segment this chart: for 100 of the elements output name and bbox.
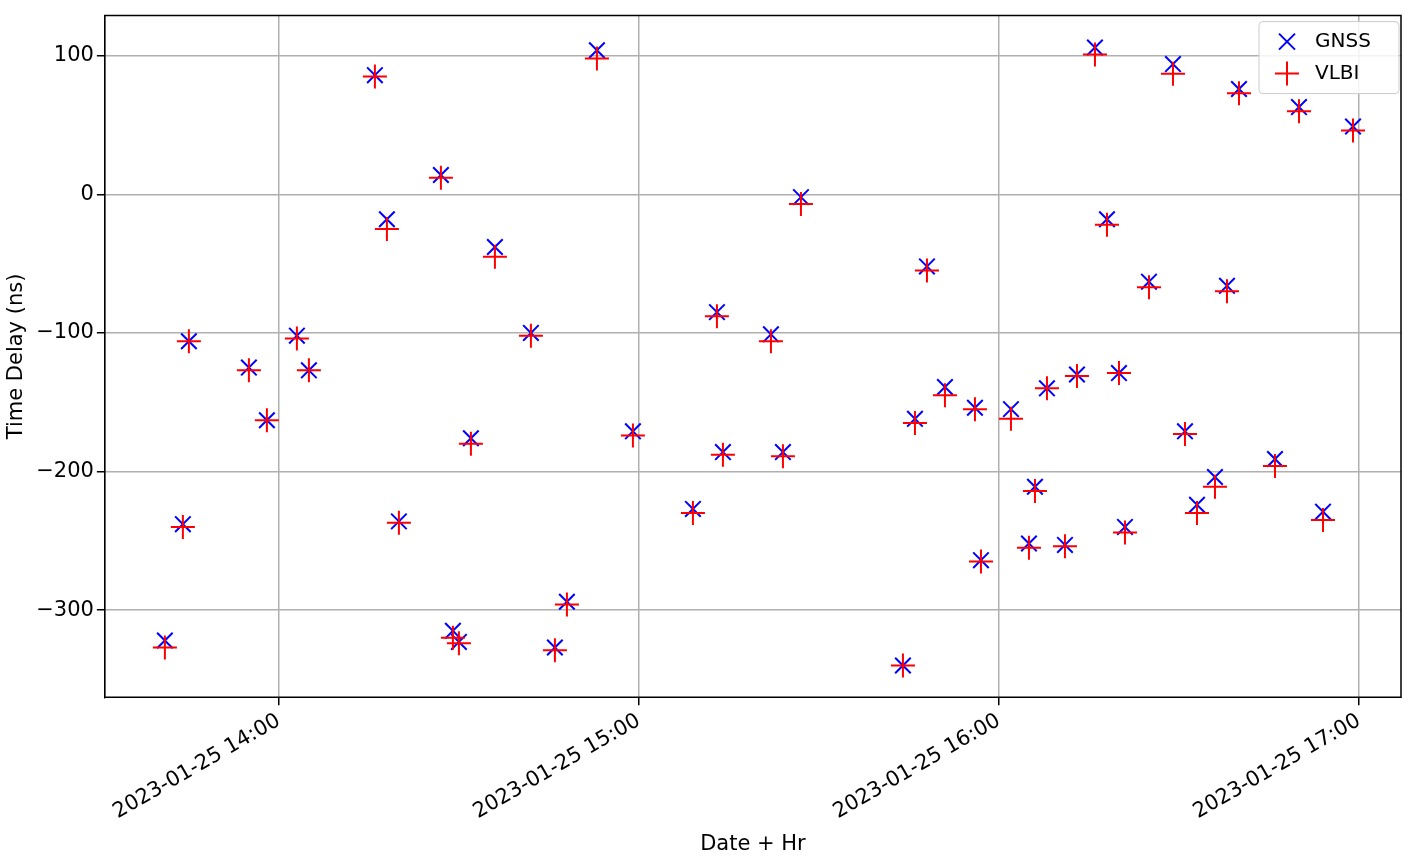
point <box>1183 500 1210 527</box>
point <box>774 443 792 461</box>
point <box>1314 502 1332 521</box>
y-tick-label: −200 <box>36 457 94 482</box>
point <box>1340 117 1366 144</box>
point <box>1068 365 1086 384</box>
point <box>546 638 564 657</box>
point <box>1111 519 1138 546</box>
point <box>1230 80 1248 98</box>
point <box>174 515 192 533</box>
point <box>967 548 994 575</box>
point <box>1201 473 1228 500</box>
point <box>1015 534 1042 561</box>
y-tick-label: −300 <box>36 596 94 621</box>
point <box>1093 211 1120 238</box>
point <box>894 656 912 675</box>
point <box>1135 274 1162 301</box>
point <box>1098 210 1116 229</box>
point <box>1290 98 1308 116</box>
point <box>486 238 504 256</box>
point <box>792 188 810 206</box>
point <box>235 357 262 384</box>
y-axis-title: Time Delay (ns) <box>3 273 28 441</box>
point <box>1176 422 1194 441</box>
point <box>385 509 412 536</box>
point <box>541 637 568 664</box>
point <box>889 652 916 679</box>
point <box>253 407 280 434</box>
point <box>1164 55 1182 73</box>
point <box>679 500 706 527</box>
point <box>1063 362 1090 389</box>
point <box>258 411 276 429</box>
x-axis-title: Date + Hr <box>700 830 807 855</box>
point <box>918 257 936 276</box>
point <box>300 361 318 380</box>
point <box>787 191 814 218</box>
point <box>553 591 580 618</box>
point <box>703 303 730 330</box>
point <box>169 513 196 540</box>
point <box>427 164 454 191</box>
point <box>997 405 1024 432</box>
point <box>1266 450 1284 468</box>
point <box>1218 277 1236 295</box>
point <box>156 631 174 650</box>
point <box>1026 477 1044 496</box>
point <box>1188 495 1206 514</box>
point <box>373 216 400 242</box>
y-tick-label: 0 <box>80 180 94 205</box>
point <box>1038 379 1056 398</box>
point <box>1285 98 1312 125</box>
point <box>1105 360 1132 387</box>
point <box>1110 364 1128 382</box>
point <box>583 45 610 72</box>
point <box>462 429 480 448</box>
point <box>624 422 642 441</box>
point <box>240 358 258 377</box>
point <box>445 630 472 657</box>
point <box>961 396 988 423</box>
point <box>1213 278 1240 305</box>
point <box>1206 468 1224 486</box>
point <box>450 633 468 651</box>
point <box>366 66 384 84</box>
point <box>931 382 958 409</box>
point <box>378 210 396 229</box>
point <box>708 303 726 321</box>
point <box>966 398 984 417</box>
legend-label: VLBI <box>1315 59 1360 84</box>
point <box>1081 41 1108 68</box>
point <box>1171 421 1198 448</box>
point <box>906 410 924 428</box>
point <box>1086 38 1104 57</box>
y-tick-label: 100 <box>53 42 94 67</box>
point <box>361 63 388 90</box>
point <box>444 622 462 640</box>
point <box>517 322 544 349</box>
point <box>457 430 484 457</box>
point <box>288 326 306 345</box>
point <box>1344 117 1362 136</box>
point <box>295 357 322 384</box>
point <box>913 257 940 284</box>
point <box>432 166 450 184</box>
point <box>522 324 540 342</box>
point <box>1033 375 1060 402</box>
point <box>684 500 702 518</box>
point <box>180 332 198 351</box>
y-tick-label: −100 <box>36 319 94 344</box>
point <box>1309 506 1336 533</box>
point <box>1056 536 1074 554</box>
point <box>714 443 732 461</box>
point <box>390 512 408 531</box>
point <box>439 624 466 651</box>
point <box>972 551 990 569</box>
point <box>1002 400 1020 418</box>
point <box>558 592 576 611</box>
point <box>769 443 796 470</box>
point <box>1051 533 1078 560</box>
point <box>175 328 202 355</box>
point <box>481 243 508 270</box>
point <box>1225 80 1252 107</box>
point <box>588 41 606 60</box>
